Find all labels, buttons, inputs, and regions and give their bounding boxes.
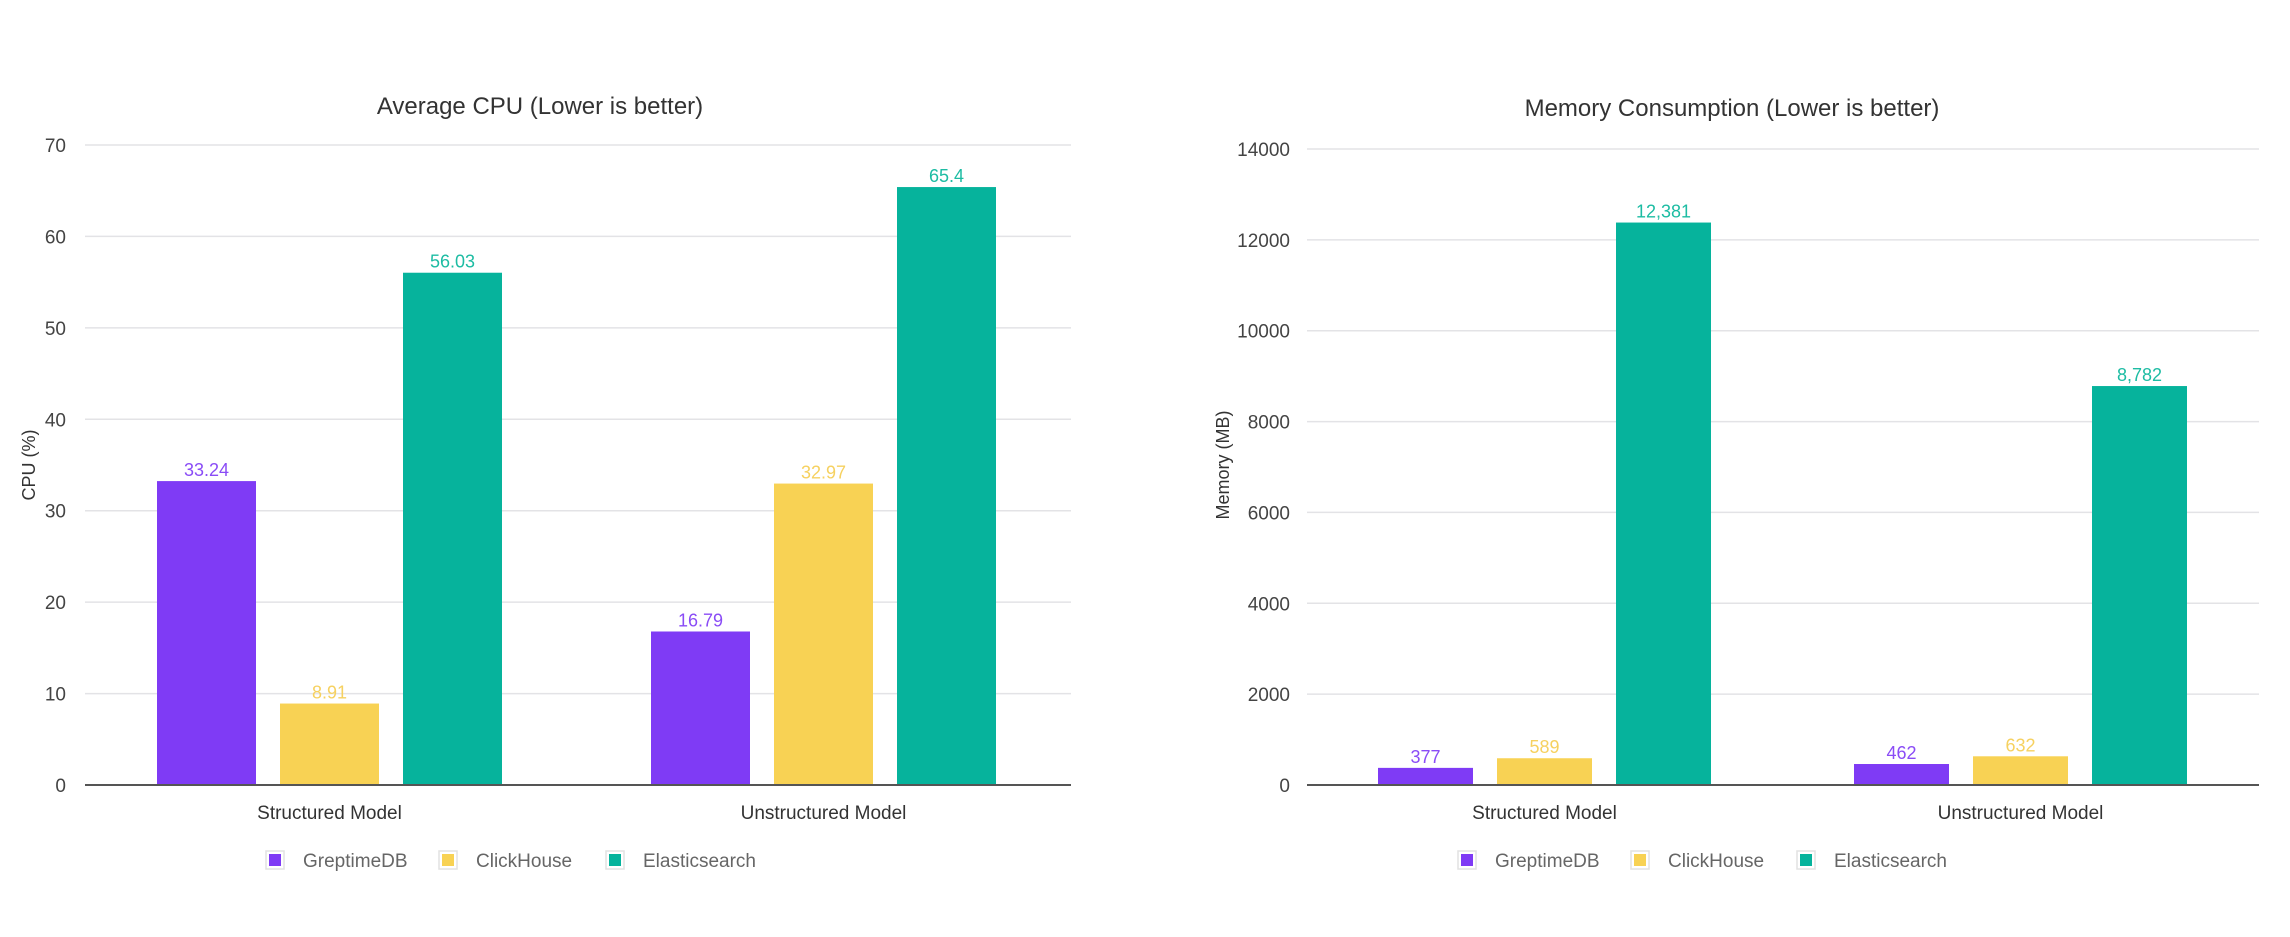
- legend-item-clickhouse[interactable]: ClickHouse: [438, 850, 572, 872]
- legend-swatch-icon: [1800, 854, 1812, 866]
- bar-greptimedb-structured-model[interactable]: [157, 481, 256, 785]
- cpu-chart-svg: Average CPU (Lower is better) 0 10 20 30 40 50…: [19, 93, 1071, 872]
- bar-greptimedb-unstructured-model[interactable]: [651, 631, 750, 785]
- y-axis-label: CPU (%): [19, 430, 39, 501]
- legend-swatch-icon: [1634, 854, 1646, 866]
- legend-swatch-icon: [1461, 854, 1473, 866]
- bar-clickhouse-structured-model[interactable]: [280, 703, 379, 785]
- bar-greptimedb-structured-model[interactable]: [1378, 767, 1473, 785]
- value-label: 16.79: [678, 610, 723, 630]
- x-category-label: Unstructured Model: [741, 803, 907, 824]
- y-tick-label: 50: [45, 319, 66, 340]
- legend-label: ClickHouse: [476, 851, 572, 872]
- cpu-chart: Average CPU (Lower is better) 0 10 20 30 40 50…: [0, 0, 1145, 932]
- bar-greptimedb-unstructured-model[interactable]: [1854, 764, 1949, 785]
- bar-elasticsearch-unstructured-model[interactable]: [897, 187, 996, 786]
- legend-label: ClickHouse: [1668, 851, 1764, 872]
- x-category-label: Unstructured Model: [1938, 803, 2104, 824]
- value-label: 33.24: [184, 460, 229, 480]
- bar-elasticsearch-structured-model[interactable]: [1616, 222, 1711, 786]
- y-tick-label: 40: [45, 410, 66, 431]
- y-tick-label: 0: [1279, 776, 1290, 797]
- legend-swatch-icon: [269, 854, 281, 866]
- y-tick-label: 60: [45, 227, 66, 248]
- value-label: 8,782: [2117, 365, 2162, 385]
- bar-elasticsearch-unstructured-model[interactable]: [2092, 386, 2187, 785]
- chart-title: Memory Consumption (Lower is better): [1525, 95, 1940, 122]
- bar-clickhouse-unstructured-model[interactable]: [1973, 756, 2068, 785]
- legend-item-elasticsearch[interactable]: Elasticsearch: [1796, 850, 1947, 872]
- legend-label: GreptimeDB: [303, 851, 408, 872]
- bar-clickhouse-unstructured-model[interactable]: [774, 483, 873, 785]
- value-label: 632: [2005, 735, 2035, 755]
- legend-label: GreptimeDB: [1495, 851, 1600, 872]
- chart-title: Average CPU (Lower is better): [377, 93, 703, 120]
- y-tick-label: 6000: [1248, 503, 1290, 524]
- legend-item-clickhouse[interactable]: ClickHouse: [1630, 850, 1764, 872]
- bar-elasticsearch-structured-model[interactable]: [403, 272, 502, 785]
- y-tick-label: 20: [45, 593, 66, 614]
- y-tick-label: 70: [45, 136, 66, 157]
- legend-label: Elasticsearch: [1834, 851, 1947, 872]
- value-label: 377: [1410, 747, 1440, 767]
- bar-clickhouse-structured-model[interactable]: [1497, 758, 1592, 785]
- value-label: 8.91: [312, 683, 347, 703]
- y-tick-label: 0: [55, 776, 66, 797]
- value-label: 65.4: [929, 166, 964, 186]
- legend-swatch-icon: [609, 854, 621, 866]
- y-tick-label: 10: [45, 685, 66, 706]
- legend-item-elasticsearch[interactable]: Elasticsearch: [605, 850, 756, 872]
- x-category-label: Structured Model: [257, 803, 402, 824]
- value-label: 12,381: [1636, 202, 1691, 222]
- y-tick-label: 4000: [1248, 594, 1290, 615]
- value-label: 56.03: [430, 252, 475, 272]
- y-tick-label: 8000: [1248, 413, 1290, 434]
- value-label: 589: [1529, 737, 1559, 757]
- y-axis-label: Memory (MB): [1213, 411, 1233, 520]
- legend-label: Elasticsearch: [643, 851, 756, 872]
- value-label: 462: [1886, 743, 1916, 763]
- legend-swatch-icon: [442, 854, 454, 866]
- y-tick-label: 30: [45, 502, 66, 523]
- legend-item-greptimedb[interactable]: GreptimeDB: [265, 850, 408, 872]
- x-category-label: Structured Model: [1472, 803, 1617, 824]
- y-tick-label: 12000: [1237, 231, 1290, 252]
- legend-item-greptimedb[interactable]: GreptimeDB: [1457, 850, 1600, 872]
- y-tick-label: 10000: [1237, 322, 1290, 343]
- y-tick-label: 14000: [1237, 140, 1290, 161]
- y-tick-label: 2000: [1248, 685, 1290, 706]
- value-label: 32.97: [801, 463, 846, 483]
